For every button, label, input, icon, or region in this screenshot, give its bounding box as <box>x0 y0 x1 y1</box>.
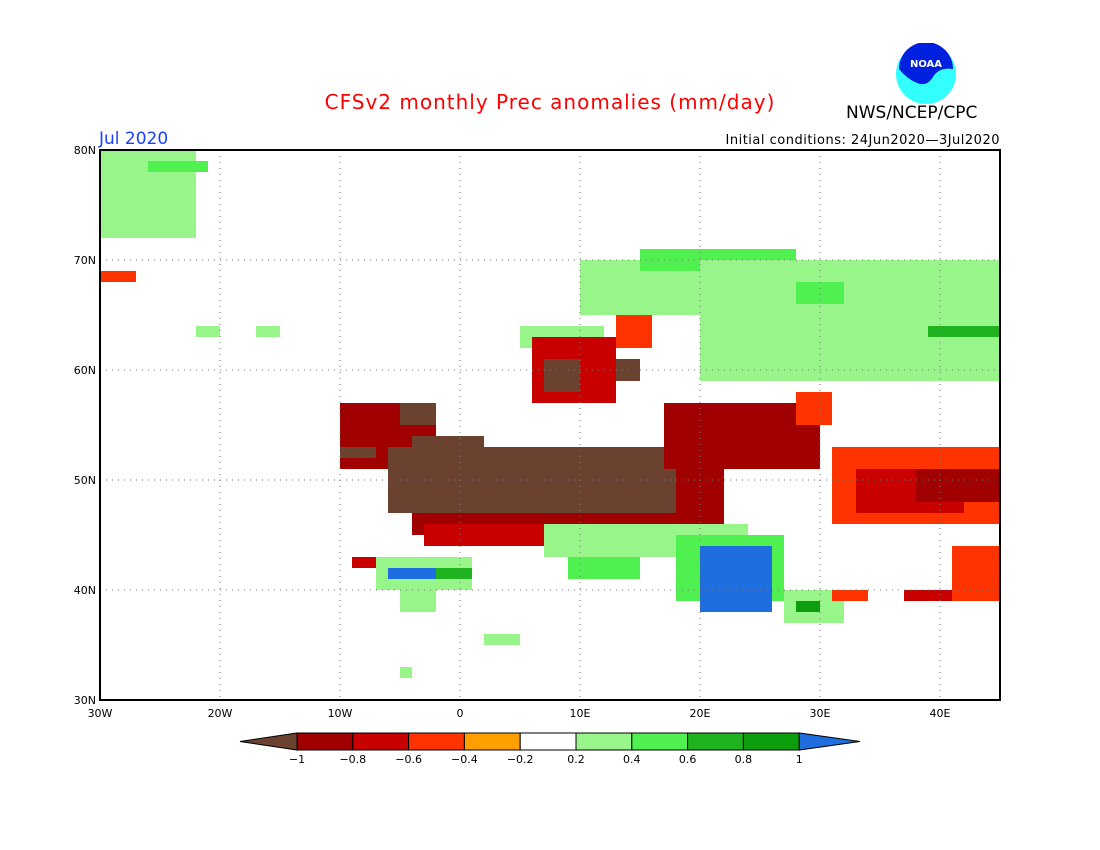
anomaly-region <box>904 590 952 601</box>
x-tick-label: 40E <box>930 707 951 720</box>
colorbar-label: 1 <box>796 753 803 766</box>
colorbar-segment <box>742 732 800 751</box>
anomaly-region <box>388 568 436 579</box>
colorbar-label: −0.4 <box>451 753 478 766</box>
anomaly-region <box>256 326 280 337</box>
anomaly-region <box>400 667 412 678</box>
anomaly-region <box>916 469 1000 502</box>
initial-conditions: Initial conditions: 24Jun2020—3Jul2020 <box>725 133 1000 148</box>
anomaly-region <box>796 601 820 612</box>
x-tick-label: 20E <box>690 707 711 720</box>
y-tick-label: 70N <box>74 254 96 267</box>
y-tick-label: 50N <box>74 474 96 487</box>
anomaly-region <box>700 260 1000 381</box>
anomaly-region <box>400 403 436 425</box>
chart-title: CFSv2 monthly Prec anomalies (mm/day) <box>324 90 776 114</box>
anomaly-region <box>664 403 820 469</box>
colorbar-high-arrow <box>798 732 861 751</box>
y-tick-label: 60N <box>74 364 96 377</box>
colorbar-label: 0.4 <box>623 753 641 766</box>
anomaly-region <box>544 359 580 392</box>
colorbar-low-arrow <box>239 732 298 751</box>
anomaly-region <box>796 282 844 304</box>
colorbar-label: −0.8 <box>339 753 366 766</box>
anomaly-region <box>400 590 436 612</box>
colorbar-segment <box>296 732 354 751</box>
x-tick-label: 0 <box>457 707 464 720</box>
anomaly-region <box>700 546 772 612</box>
agency-label: NWS/NCEP/CPC <box>846 103 978 123</box>
forecast-month: Jul 2020 <box>99 129 169 149</box>
map-frame <box>99 149 1001 701</box>
colorbar-segment <box>519 732 577 751</box>
anomaly-region <box>436 568 472 579</box>
colorbar-segment <box>687 732 744 751</box>
colorbar-label: −0.2 <box>507 753 534 766</box>
anomaly-region <box>148 161 208 172</box>
anomaly-region <box>832 590 868 601</box>
colorbar-segment <box>352 732 410 751</box>
anomaly-region <box>928 326 1000 337</box>
colorbar-segment <box>408 732 465 751</box>
svg-text:NOAA: NOAA <box>910 59 942 70</box>
x-tick-label: 20W <box>208 707 233 720</box>
colorbar-label: 0.6 <box>679 753 697 766</box>
colorbar-label: 0.8 <box>735 753 753 766</box>
colorbar-segment <box>463 732 521 751</box>
x-tick-label: 30E <box>810 707 831 720</box>
anomaly-region <box>616 315 652 348</box>
anomaly-region <box>352 557 376 568</box>
anomaly-region <box>196 326 220 337</box>
noaa-logo: NOAA <box>895 42 957 105</box>
anomaly-region <box>568 557 640 579</box>
colorbar-label: −0.6 <box>395 753 422 766</box>
anomaly-region <box>796 392 832 425</box>
anomaly-region <box>340 447 376 458</box>
anomaly-region <box>100 271 136 282</box>
x-tick-label: 10W <box>328 707 353 720</box>
colorbar-segment <box>631 732 689 751</box>
anomaly-region <box>952 546 1000 601</box>
y-tick-label: 40N <box>74 584 96 597</box>
colorbar-label: 0.2 <box>567 753 585 766</box>
y-tick-label: 30N <box>74 694 96 707</box>
anomaly-region <box>484 634 520 645</box>
colorbar-segment <box>575 732 633 751</box>
colorbar-label: −1 <box>289 753 305 766</box>
x-tick-label: 30W <box>88 707 113 720</box>
x-tick-label: 10E <box>570 707 591 720</box>
y-tick-label: 80N <box>74 144 96 157</box>
